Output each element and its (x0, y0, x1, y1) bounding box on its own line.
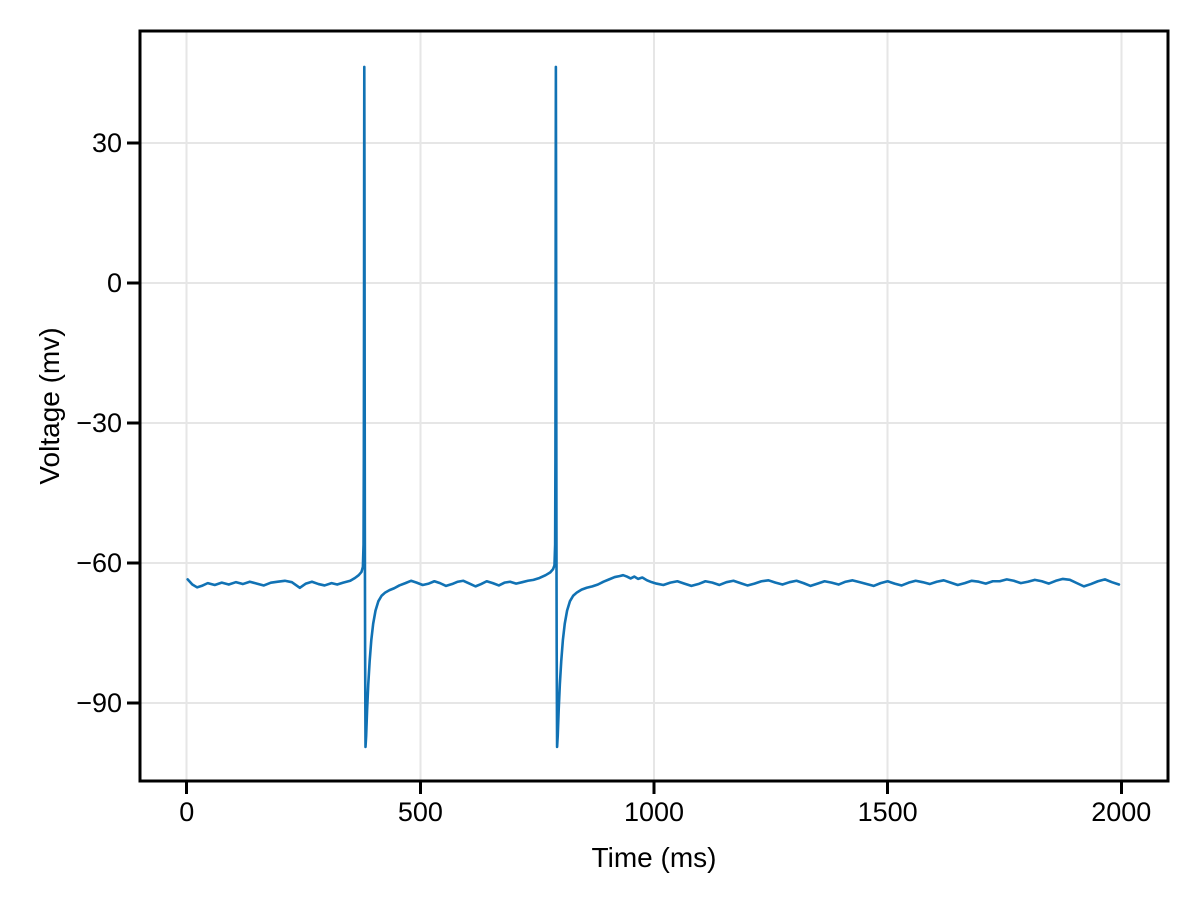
x-tick-label: 2000 (1091, 797, 1151, 827)
x-axis-label: Time (ms) (591, 842, 717, 873)
y-tick-label: −90 (76, 688, 122, 718)
x-tick-label: 500 (398, 797, 443, 827)
x-tick-label: 1500 (858, 797, 918, 827)
y-tick-label: 30 (92, 128, 122, 158)
series-line (186, 65, 1121, 749)
axes-frame (138, 29, 1170, 783)
y-tick-label: −30 (76, 408, 122, 438)
x-tick-label: 1000 (624, 797, 684, 827)
x-tick-label: 0 (179, 797, 194, 827)
y-axis-label: Voltage (mv) (34, 327, 65, 485)
y-tick-label: −60 (76, 548, 122, 578)
y-tick-label: 0 (107, 268, 122, 298)
